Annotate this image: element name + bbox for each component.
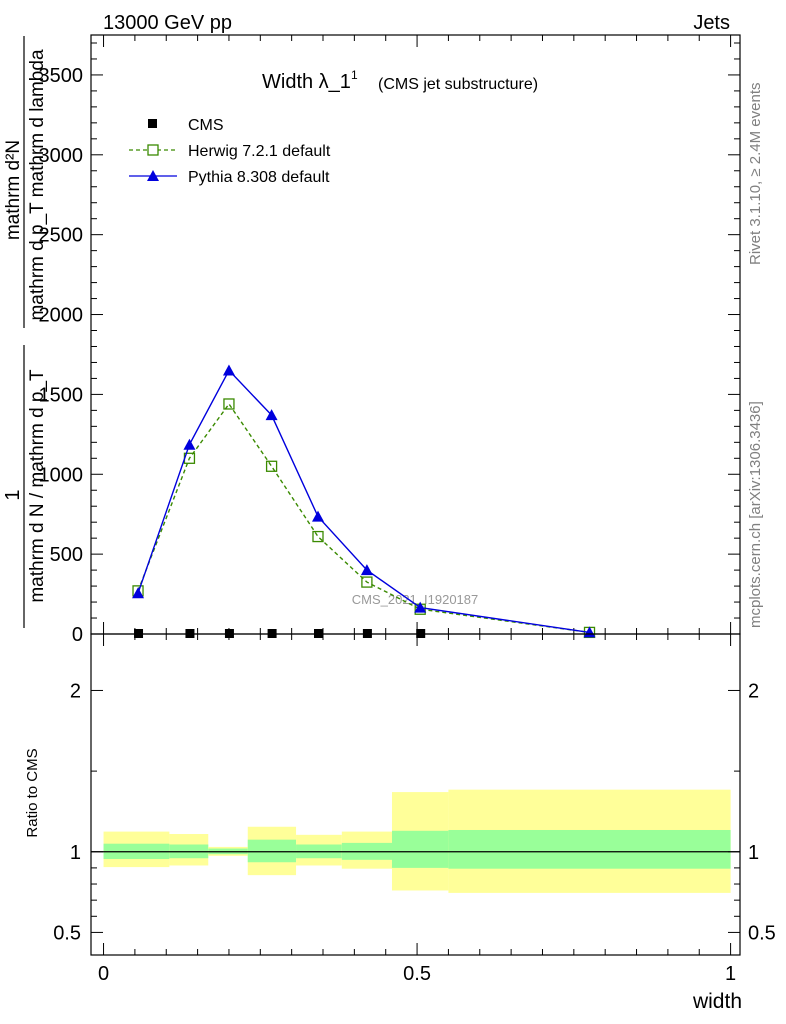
herwig-point	[312, 530, 324, 543]
y-tick-label: 3500	[39, 65, 84, 87]
ratio-y-tick-label: 2	[70, 680, 81, 702]
y-tick-label: 500	[50, 544, 83, 566]
ratio-panel: 0.5 0.5 1 1 2 2 0 0.5 1 Ratio to CMS width	[24, 633, 776, 1013]
ratio-y-tick-label: 0.5	[53, 922, 81, 944]
series-line-2	[137, 369, 590, 634]
pythia-point	[222, 364, 235, 376]
x-tick-label: 0.5	[403, 963, 431, 985]
ratio-inner-band	[448, 829, 731, 869]
chart-watermark: CMS_2021_I1920187	[352, 592, 479, 607]
chart-title-main: Width λ_1	[262, 71, 351, 93]
pythia-point	[265, 409, 278, 421]
ratio-ticks: 0.5 0.5 1 1 2 2 0 0.5 1	[53, 634, 776, 985]
header-left: 13000 GeV pp	[103, 12, 232, 34]
legend-label-cms: CMS	[188, 117, 224, 134]
chart-title: Width λ_11	[262, 68, 358, 93]
series-line-1	[137, 402, 590, 634]
y-tick-label: 1500	[39, 384, 84, 406]
ratio-y-label: Ratio to CMS	[24, 748, 41, 837]
legend-label-herwig: Herwig 7.2.1 default	[188, 143, 331, 160]
source-label: mcplots.cern.ch [arXiv:1306.3436]	[747, 401, 764, 628]
pythia-point	[132, 587, 145, 599]
legend-label-pythia: Pythia 8.308 default	[188, 169, 330, 186]
legend-marker-cms	[148, 119, 157, 128]
ratio-bands	[103, 789, 731, 893]
herwig-point	[265, 460, 278, 472]
ratio-y-tick-label: 1	[70, 842, 81, 864]
main-panel: 0 500 1000 1500 2000 2500 3000 3500 CMS_2021_I1…	[2, 34, 741, 646]
ratio-y-tick-label-right: 1	[748, 842, 759, 864]
y-tick-label: 1000	[39, 464, 84, 486]
ratio-inner-band	[247, 839, 297, 863]
ratio-frame	[90, 633, 741, 956]
ratio-inner-band	[391, 830, 449, 868]
y-label-numerator: mathrm d²N	[3, 140, 24, 240]
x-tick-label: 1	[725, 963, 736, 985]
y-label-prefix-denominator: mathrm d N / mathrm d p_T	[27, 369, 48, 603]
y-tick-label: 2500	[39, 225, 84, 247]
y-label-prefix: 1	[2, 489, 24, 500]
chart-title-sup: 1	[351, 68, 358, 82]
y-tick-label: 2000	[39, 305, 84, 327]
legend-marker-herwig	[147, 144, 159, 156]
herwig-point	[223, 398, 235, 410]
ratio-y-tick-label-right: 0.5	[748, 922, 776, 944]
header-right: Jets	[693, 12, 730, 34]
y-label-denominator: mathrm d p_T mathrm d lambda	[27, 49, 48, 320]
herwig-point	[361, 576, 373, 588]
pythia-point	[183, 438, 196, 450]
pythia-point	[414, 601, 427, 613]
legend-marker-pythia	[147, 170, 159, 181]
main-ticks: 0 500 1000 1500 2000 2500 3000 3500	[39, 35, 740, 646]
ratio-y-tick-label-right: 2	[748, 680, 759, 702]
x-axis-label: width	[692, 990, 742, 1013]
chart-subtitle: (CMS jet substructure)	[378, 76, 538, 93]
pythia-point	[311, 510, 324, 522]
x-tick-label: 0	[98, 963, 109, 985]
y-tick-label: 0	[72, 624, 83, 646]
legend: CMS Herwig 7.2.1 default Pythia 8.308 de…	[129, 117, 331, 186]
rivet-version-label: Rivet 3.1.10, ≥ 2.4M events	[747, 83, 764, 266]
y-tick-label: 3000	[39, 145, 84, 167]
pythia-point	[360, 564, 373, 576]
y-axis-label: 1 mathrm d N / mathrm d p_T mathrm d²N m…	[2, 36, 48, 628]
pythia-point	[583, 626, 596, 638]
